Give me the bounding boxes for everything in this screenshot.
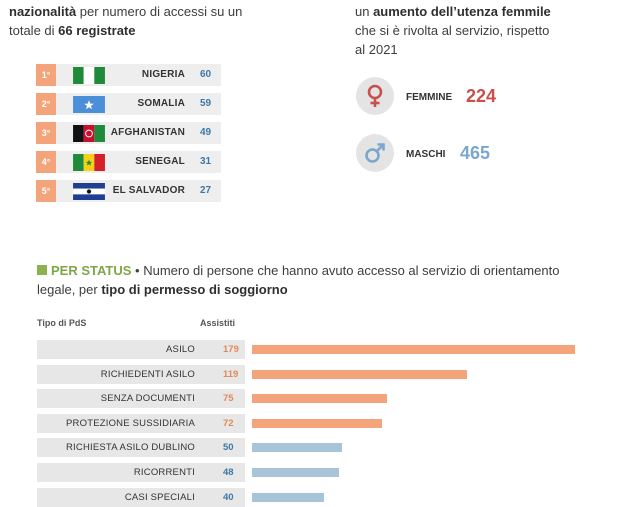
bar: [252, 345, 575, 354]
intro-right-text-3: al 2021: [355, 42, 398, 57]
country-count: 59: [200, 98, 212, 109]
bar: [252, 394, 387, 404]
chart-row: SENZA DOCUMENTI 75: [37, 389, 245, 409]
bar: [252, 418, 382, 428]
ranking-row-4: 4° SENEGAL 31: [36, 151, 221, 173]
category-label: RICHIEDENTI ASILO: [100, 368, 195, 380]
section-square-icon: [37, 265, 47, 275]
value-label: 179: [223, 344, 239, 355]
intro-right-text: un: [355, 4, 374, 19]
chart-row: RICHIESTA ASILO DUBLINO 50: [37, 438, 245, 458]
value-label: 40: [223, 491, 234, 503]
intro-text-right: un aumento dell’utenza femmile che si è …: [355, 2, 605, 59]
intro-left-total: 66 registrate: [58, 23, 136, 38]
rank-number: 5°: [36, 180, 56, 202]
value-label: 48: [223, 467, 234, 478]
rank-number: 4°: [36, 151, 56, 173]
intro-text-left: nazionalità per numero di accessi su un …: [9, 2, 309, 40]
somalia-flag-icon: [73, 96, 105, 113]
el-salvador-flag-icon: [73, 183, 105, 200]
male-value: 465: [460, 143, 491, 163]
category-label: PROTEZIONE SUSSIDIARIA: [66, 417, 195, 429]
bar: [252, 443, 342, 453]
female-value: 224: [466, 86, 497, 106]
chart-row: RICORRENTI 48: [37, 463, 245, 482]
country-name: AFGHANISTAN: [110, 127, 185, 138]
value-label: 50: [223, 442, 234, 454]
male-symbol-icon: [356, 134, 394, 172]
ranking-row-1: 1° NIGERIA 60: [36, 64, 221, 86]
country-name: SENEGAL: [135, 156, 185, 167]
section-title: PER STATUS • Numero di persone che hanno…: [37, 261, 597, 299]
column-header-type: Tipo di PdS: [37, 318, 87, 328]
senegal-flag-icon: [73, 154, 105, 171]
column-header-assisted: Assistiti: [200, 318, 236, 328]
section-description-bold: tipo di permesso di soggiorno: [101, 282, 288, 297]
female-label: FEMMINE: [406, 92, 453, 103]
ranking-row-3: 3° AFGHANISTAN 49: [36, 122, 221, 144]
section-description: • Numero di persone che hanno avuto acce…: [37, 263, 560, 297]
nigeria-flag-icon: [73, 67, 105, 84]
chart-row: CASI SPECIALI 40: [37, 487, 245, 507]
chart-row: ASILO 179: [37, 340, 245, 359]
country-count: 31: [200, 156, 212, 167]
intro-right-text-2: che si è rivolta al servizio, rispetto: [355, 23, 550, 38]
category-label: RICORRENTI: [133, 467, 195, 478]
rank-number: 2°: [36, 93, 56, 115]
intro-left-bold: nazionalità: [9, 4, 77, 19]
country-name: NIGERIA: [141, 69, 185, 80]
value-label: 72: [223, 417, 234, 429]
bar: [252, 468, 339, 477]
rank-number: 3°: [36, 122, 56, 144]
category-label: ASILO: [166, 344, 195, 355]
category-label: SENZA DOCUMENTI: [100, 393, 195, 405]
section-tag: PER STATUS: [51, 263, 132, 278]
afghanistan-flag-icon: [73, 125, 105, 142]
intro-left-text-2: totale di: [9, 23, 59, 38]
country-count: 60: [200, 69, 212, 80]
ranking-row-5: 5° EL SALVADOR 27: [36, 180, 221, 202]
country-count: 49: [200, 127, 212, 138]
category-label: CASI SPECIALI: [124, 491, 195, 503]
ranking-row-2: 2° SOMALIA 59: [36, 93, 221, 115]
intro-left-text: per numero di accessi su un: [76, 4, 243, 19]
chart-row: RICHIEDENTI ASILO 119: [37, 364, 245, 384]
chart-row: PROTEZIONE SUSSIDIARIA 72: [37, 413, 245, 433]
bar: [252, 369, 467, 379]
country-count: 27: [200, 185, 212, 196]
female-symbol-icon: [356, 77, 394, 115]
country-name: EL SALVADOR: [112, 185, 185, 196]
value-label: 75: [223, 393, 234, 405]
rank-number: 1°: [36, 64, 56, 86]
value-label: 119: [223, 368, 239, 380]
male-label: MASCHI: [406, 149, 446, 160]
category-label: RICHIESTA ASILO DUBLINO: [65, 442, 195, 454]
country-name: SOMALIA: [137, 98, 185, 109]
bar: [252, 492, 324, 502]
intro-right-bold: aumento dell’utenza femmile: [373, 4, 551, 19]
